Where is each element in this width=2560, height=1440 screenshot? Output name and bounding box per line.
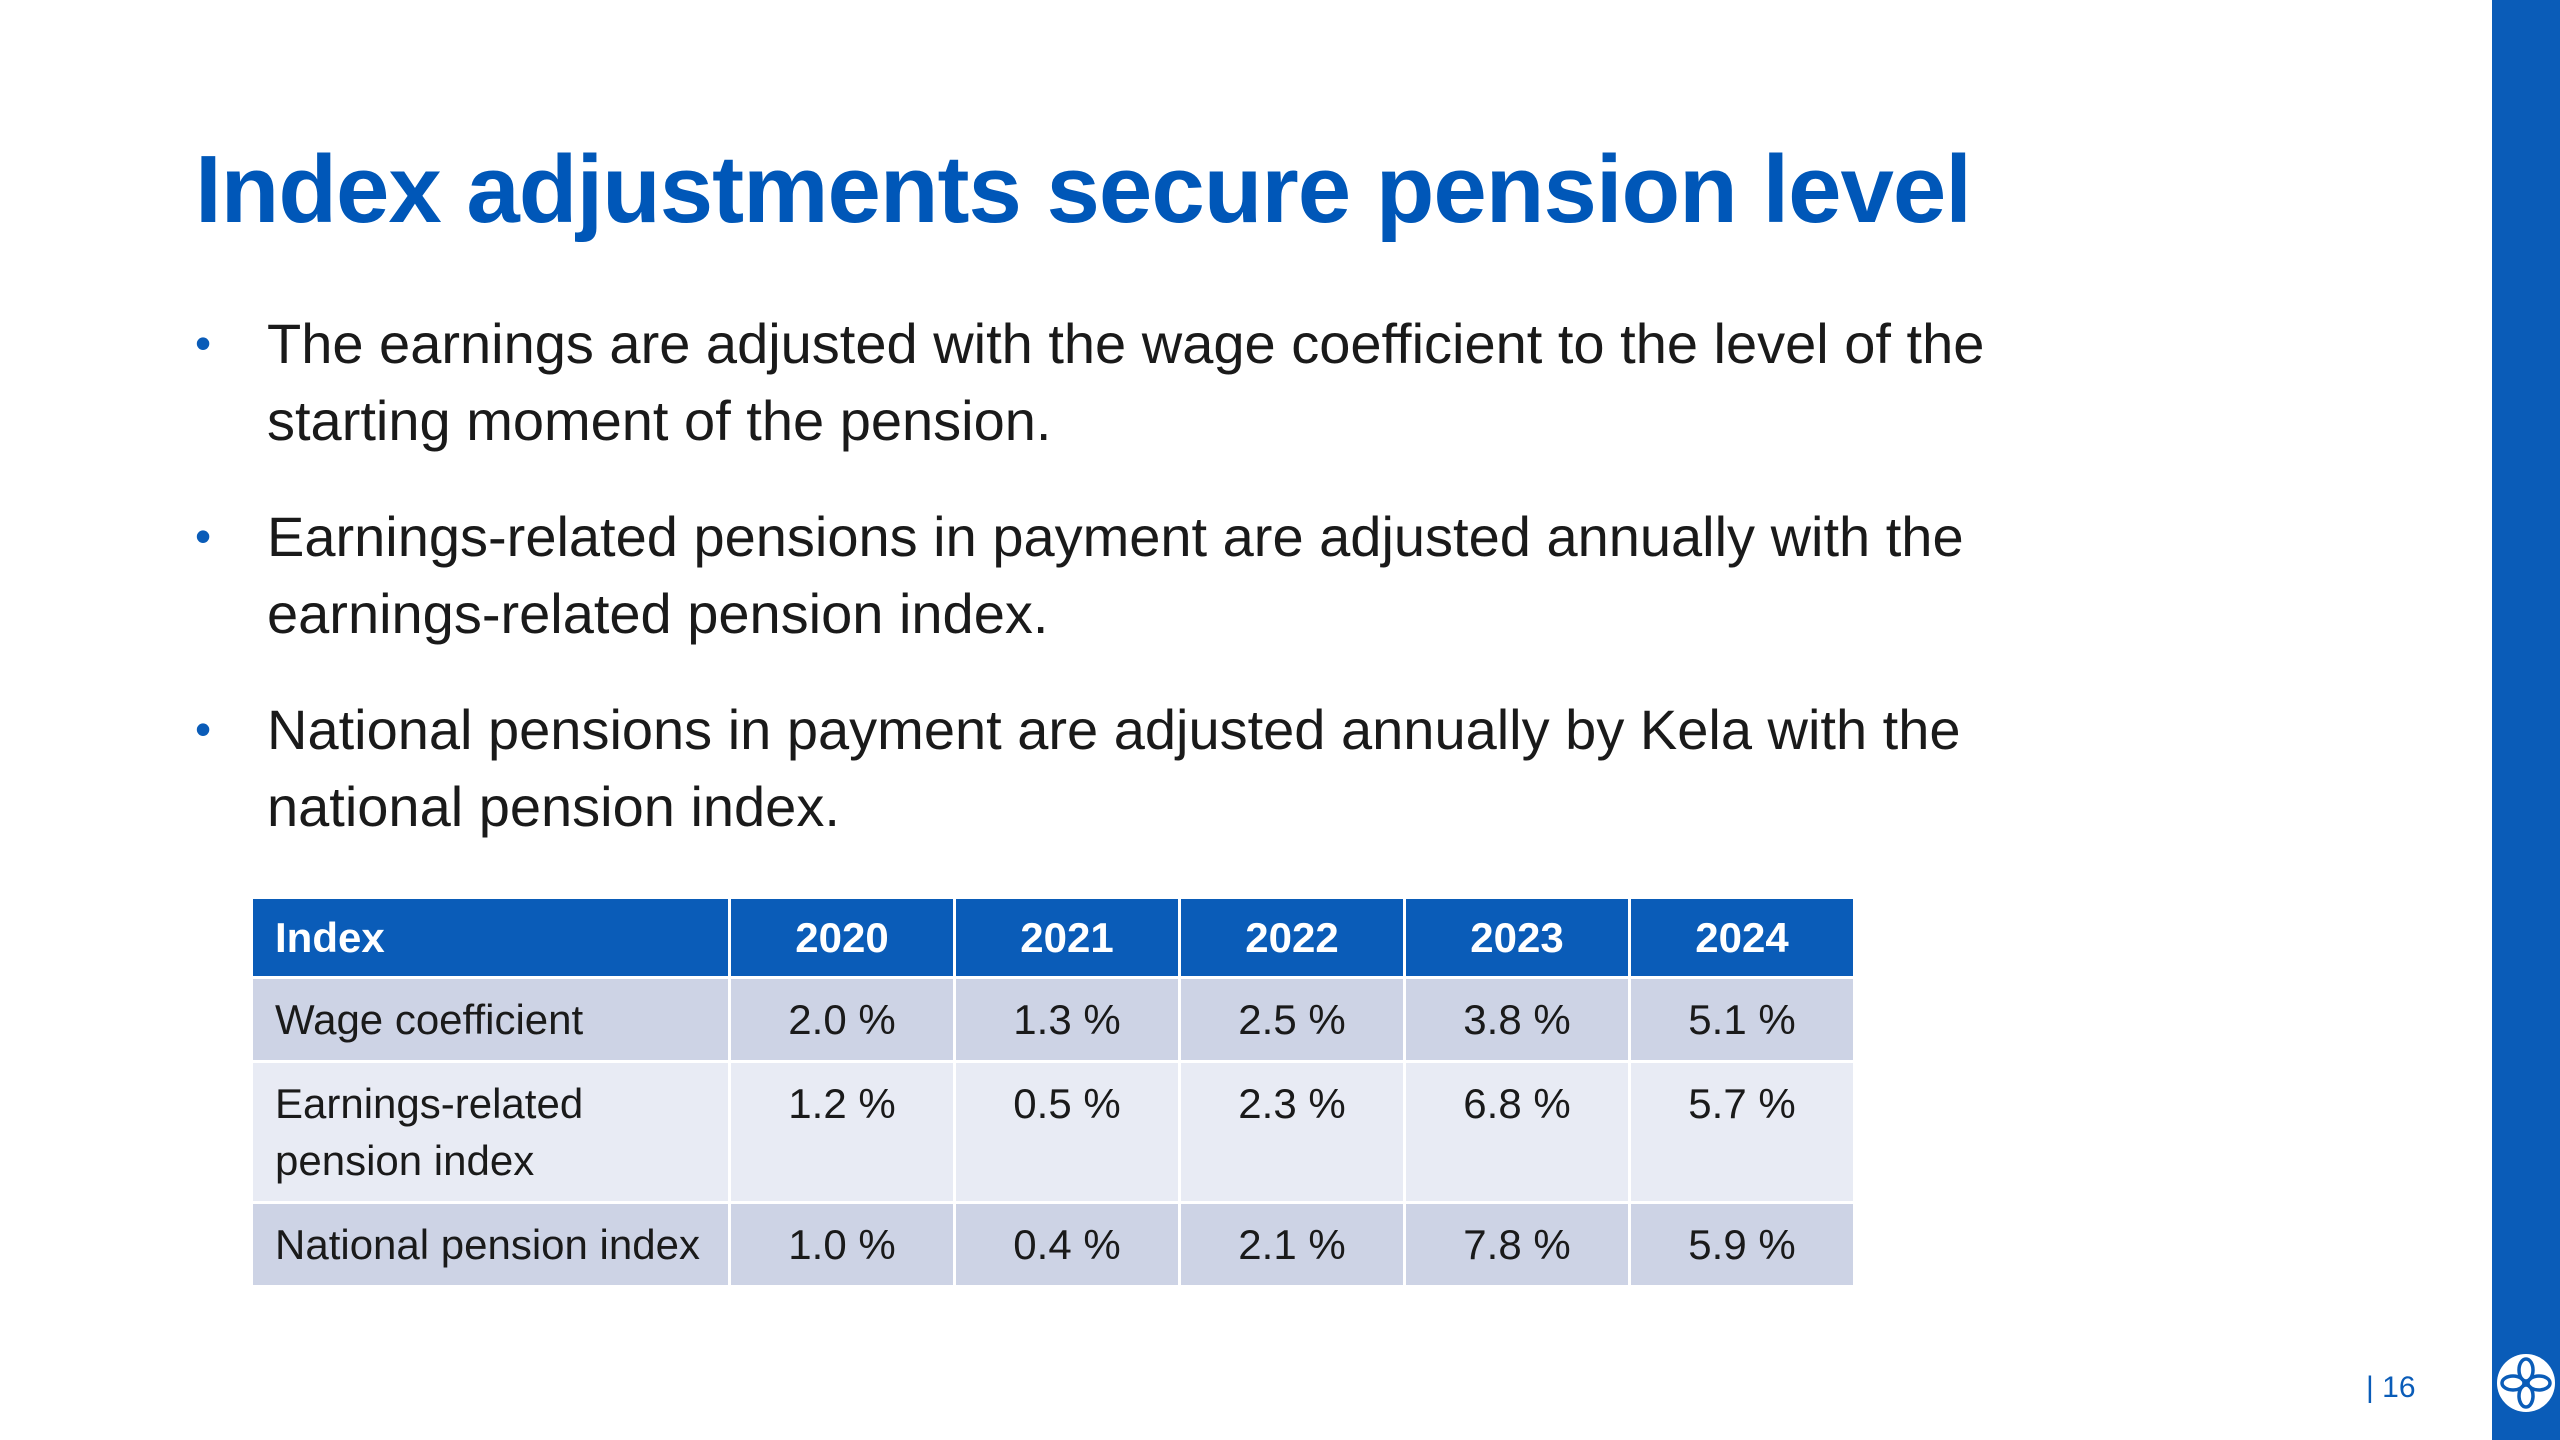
bullet-item: • Earnings-related pensions in payment a…: [195, 498, 2095, 652]
table-cell: 1.2 %: [728, 1060, 956, 1204]
table-row: Wage coefficient 2.0 % 1.3 % 2.5 % 3.8 %…: [250, 976, 1856, 1063]
table-cell: 0.4 %: [953, 1201, 1181, 1288]
table-header-cell: 2024: [1628, 896, 1856, 979]
slide-title: Index adjustments secure pension level: [195, 136, 1972, 243]
table-cell: 2.0 %: [728, 976, 956, 1063]
bullet-text: The earnings are adjusted with the wage …: [267, 312, 1985, 452]
table-cell: 5.1 %: [1628, 976, 1856, 1063]
page-number: | 16: [2366, 1371, 2416, 1404]
table-header-cell: 2021: [953, 896, 1181, 979]
table-row: Earnings-related pension index 1.2 % 0.5…: [250, 1060, 1856, 1204]
table-header-cell: Index: [250, 896, 731, 979]
bullet-dot-icon: •: [195, 317, 212, 369]
table-cell: 2.5 %: [1178, 976, 1406, 1063]
table-cell: 2.3 %: [1178, 1060, 1406, 1204]
table-cell: 3.8 %: [1403, 976, 1631, 1063]
bullet-item: • National pensions in payment are adjus…: [195, 691, 2095, 845]
table-cell: 2.1 %: [1178, 1201, 1406, 1288]
table-cell: 5.9 %: [1628, 1201, 1856, 1288]
table-cell: 1.3 %: [953, 976, 1181, 1063]
table-cell: 0.5 %: [953, 1060, 1181, 1204]
table-cell: 5.7 %: [1628, 1060, 1856, 1204]
table-row: National pension index 1.0 % 0.4 % 2.1 %…: [250, 1201, 1856, 1288]
bullet-item: • The earnings are adjusted with the wag…: [195, 305, 2095, 459]
bullet-text: National pensions in payment are adjuste…: [267, 698, 1961, 838]
table-cell: 6.8 %: [1403, 1060, 1631, 1204]
flower-logo-icon: [2497, 1354, 2555, 1412]
table-cell: 1.0 %: [728, 1201, 956, 1288]
table-header-cell: 2023: [1403, 896, 1631, 979]
table-row-label: Earnings-related pension index: [250, 1060, 731, 1204]
index-table: Index 2020 2021 2022 2023 2024 Wage coef…: [250, 896, 1856, 1288]
bullet-text: Earnings-related pensions in payment are…: [267, 505, 1964, 645]
table-header-cell: 2022: [1178, 896, 1406, 979]
bullet-list: • The earnings are adjusted with the wag…: [195, 305, 2095, 884]
table-header-cell: 2020: [728, 896, 956, 979]
table-cell: 7.8 %: [1403, 1201, 1631, 1288]
table-row-label: Wage coefficient: [250, 976, 731, 1063]
bullet-dot-icon: •: [195, 703, 212, 755]
table-row-label: National pension index: [250, 1201, 731, 1288]
bullet-dot-icon: •: [195, 510, 212, 562]
side-accent-bar: [2492, 0, 2560, 1440]
table-header-row: Index 2020 2021 2022 2023 2024: [250, 896, 1856, 979]
